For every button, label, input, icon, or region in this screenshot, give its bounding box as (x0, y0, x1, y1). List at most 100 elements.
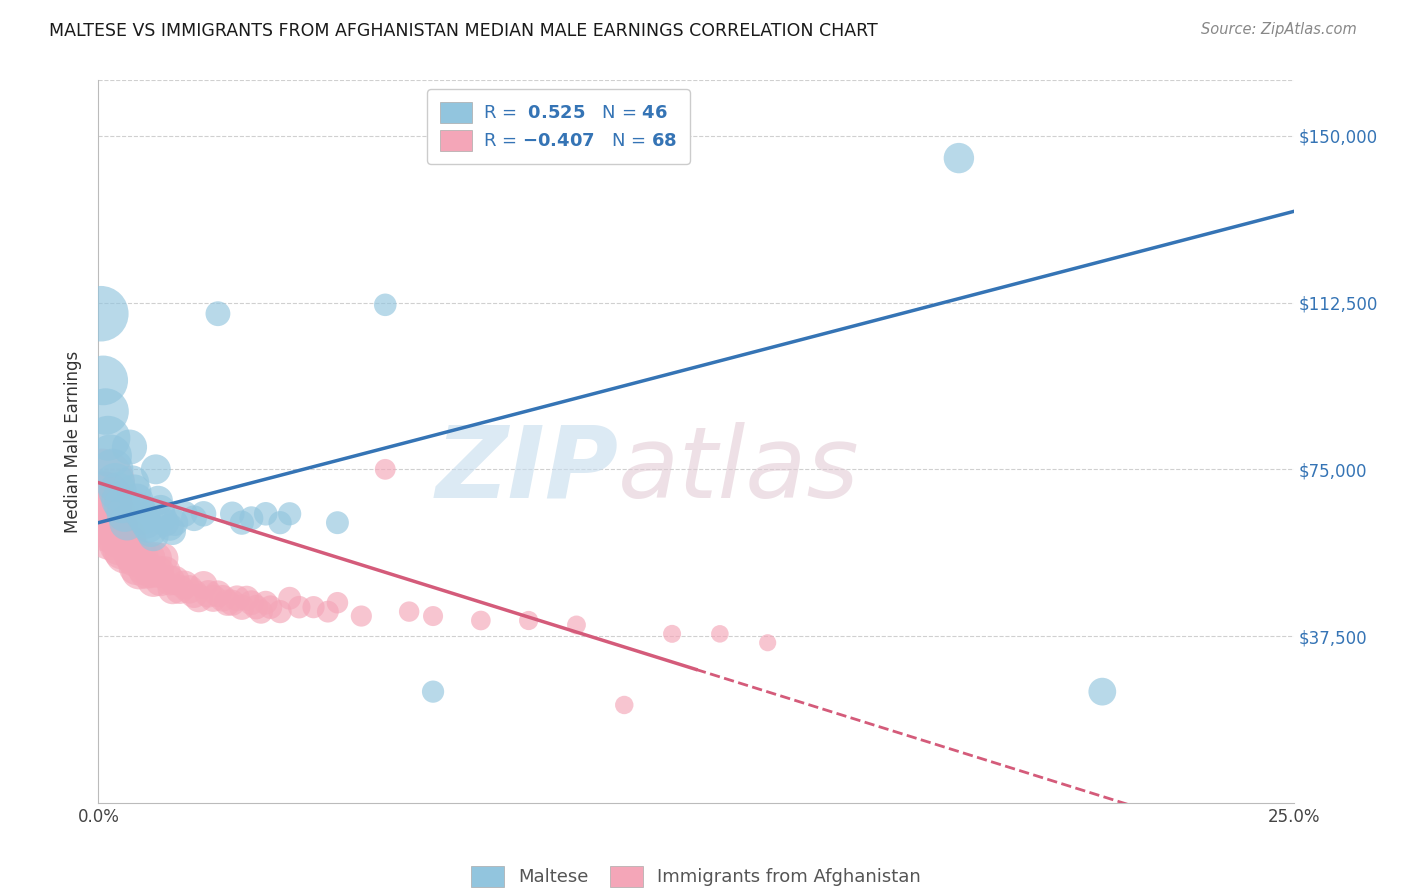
Point (107, 484, 129, 499)
Point (124, 484, 146, 499)
Point (101, 507, 124, 521)
Point (142, 529, 165, 543)
Point (259, 600, 281, 615)
Point (183, 587, 205, 601)
Point (422, 609, 444, 624)
Point (422, 684, 444, 698)
Point (211, 591, 233, 606)
Point (162, 582, 184, 597)
Point (221, 507, 243, 521)
Point (1091, 684, 1114, 698)
Point (278, 591, 301, 606)
Point (155, 565, 177, 579)
Point (173, 507, 195, 521)
Point (107, 529, 129, 543)
Point (254, 596, 277, 610)
Point (207, 307, 229, 321)
Point (135, 565, 157, 579)
Point (94, 404, 117, 418)
Point (152, 511, 174, 525)
Point (326, 516, 349, 530)
Point (226, 591, 249, 606)
Point (231, 600, 253, 615)
Point (90, 307, 112, 321)
Point (565, 618, 588, 632)
Point (231, 516, 253, 530)
Point (124, 551, 146, 566)
Point (149, 502, 172, 516)
Point (114, 547, 136, 561)
Point (217, 596, 239, 610)
Y-axis label: Median Male Earnings: Median Male Earnings (65, 351, 83, 533)
Point (221, 596, 243, 610)
Point (288, 600, 311, 615)
Text: MALTESE VS IMMIGRANTS FROM AFGHANISTAN MEDIAN MALE EARNINGS CORRELATION CHART: MALTESE VS IMMIGRANTS FROM AFGHANISTAN M… (49, 22, 877, 40)
Point (135, 516, 157, 530)
Point (97, 520, 120, 534)
Text: atlas: atlas (619, 422, 860, 519)
Point (155, 516, 177, 530)
Point (98, 529, 122, 543)
Point (139, 524, 162, 539)
Point (139, 565, 162, 579)
Point (118, 538, 141, 552)
Point (179, 582, 201, 597)
Point (91, 373, 114, 387)
Point (207, 587, 229, 601)
Point (162, 524, 184, 539)
Point (97, 431, 120, 445)
Point (193, 578, 215, 592)
Point (159, 574, 181, 588)
Point (948, 151, 970, 165)
Point (250, 605, 273, 619)
Point (187, 591, 209, 606)
Point (326, 596, 349, 610)
Point (149, 574, 172, 588)
Point (269, 605, 291, 619)
Point (118, 440, 141, 454)
Point (142, 574, 165, 588)
Point (278, 507, 301, 521)
Point (661, 627, 683, 641)
Point (138, 551, 160, 566)
Point (240, 511, 263, 525)
Point (159, 520, 181, 534)
Point (350, 609, 373, 624)
Point (316, 605, 339, 619)
Point (131, 507, 153, 521)
Point (374, 462, 396, 476)
Text: ZIP: ZIP (436, 422, 619, 519)
Point (108, 538, 131, 552)
Point (613, 698, 636, 712)
Point (254, 507, 277, 521)
Point (128, 565, 150, 579)
Point (202, 591, 225, 606)
Point (240, 596, 263, 610)
Point (302, 600, 325, 615)
Point (131, 551, 153, 566)
Point (517, 614, 540, 628)
Point (152, 551, 174, 566)
Point (169, 582, 191, 597)
Point (94, 507, 117, 521)
Point (132, 560, 155, 574)
Point (235, 591, 257, 606)
Point (121, 475, 143, 490)
Point (111, 498, 134, 512)
Point (145, 462, 167, 476)
Point (115, 516, 138, 530)
Point (709, 627, 731, 641)
Point (756, 636, 779, 650)
Point (163, 516, 186, 530)
Point (98, 449, 122, 463)
Point (104, 475, 127, 490)
Point (245, 600, 267, 615)
Point (148, 565, 170, 579)
Point (114, 507, 136, 521)
Point (108, 493, 131, 508)
Point (269, 516, 291, 530)
Point (173, 578, 195, 592)
Point (111, 542, 134, 557)
Point (145, 551, 167, 566)
Point (101, 462, 124, 476)
